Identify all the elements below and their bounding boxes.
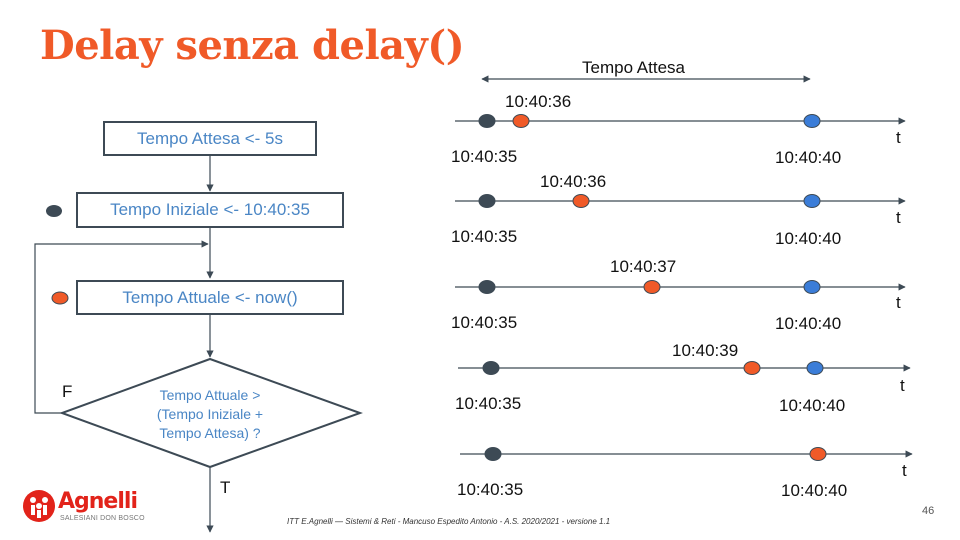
end-time-4: 10:40:40 bbox=[779, 396, 846, 415]
t-label-4: t bbox=[900, 376, 905, 395]
end-time-2: 10:40:40 bbox=[775, 229, 842, 248]
start-dot-3 bbox=[478, 280, 496, 294]
box-tempo-attesa: Tempo Attesa <- 5s bbox=[103, 121, 317, 156]
current-time-2: 10:40:36 bbox=[540, 172, 607, 191]
start-time-5: 10:40:35 bbox=[457, 480, 524, 499]
t-label-5: t bbox=[902, 461, 907, 480]
t-label-3: t bbox=[896, 293, 901, 312]
end-dot-2 bbox=[803, 194, 821, 208]
decision-label: Tempo Attuale > (Tempo Iniziale + Tempo … bbox=[110, 386, 310, 443]
start-time-1: 10:40:35 bbox=[451, 147, 518, 166]
start-dot-1 bbox=[478, 114, 496, 128]
slide-title: Delay senza delay() bbox=[40, 22, 465, 69]
end-dot-4 bbox=[806, 361, 824, 375]
current-dot-4 bbox=[743, 361, 761, 375]
decision-diamond bbox=[59, 357, 363, 469]
end-dot-3 bbox=[803, 280, 821, 294]
start-time-2: 10:40:35 bbox=[451, 227, 518, 246]
false-label: F bbox=[62, 382, 73, 401]
end-time-3: 10:40:40 bbox=[775, 314, 842, 333]
decision-line-3: Tempo Attesa) ? bbox=[159, 425, 261, 441]
start-time-4: 10:40:35 bbox=[455, 394, 522, 413]
wait-label: Tempo Attesa bbox=[582, 58, 686, 77]
start-dot-2 bbox=[478, 194, 496, 208]
page-number: 46 bbox=[922, 505, 935, 517]
end-dot-1 bbox=[803, 114, 821, 128]
current-time-3: 10:40:37 bbox=[610, 257, 677, 276]
true-label: T bbox=[220, 478, 231, 497]
legend-start-dot bbox=[46, 205, 62, 217]
loop-back-line bbox=[34, 240, 209, 414]
logo-name: Agnelli bbox=[58, 489, 138, 514]
current-dot-5 bbox=[809, 447, 827, 461]
t-label-1: t bbox=[896, 128, 901, 147]
timelines bbox=[455, 114, 913, 461]
current-dot-1 bbox=[512, 114, 530, 128]
box-tempo-attuale: Tempo Attuale <- now() bbox=[76, 280, 344, 315]
logo-subtitle: SALESIANI DON BOSCO bbox=[60, 515, 145, 522]
start-dot-4 bbox=[482, 361, 500, 375]
agnelli-logo-icon bbox=[23, 490, 55, 522]
current-time-1: 10:40:36 bbox=[505, 92, 572, 111]
decision-line-2: (Tempo Iniziale + bbox=[156, 406, 264, 422]
current-dot-2 bbox=[572, 194, 590, 208]
box-tempo-iniziale: Tempo Iniziale <- 10:40:35 bbox=[76, 192, 344, 228]
end-time-5: 10:40:40 bbox=[781, 481, 848, 500]
current-dot-3 bbox=[643, 280, 661, 294]
start-dot-5 bbox=[484, 447, 502, 461]
legend-current-dot bbox=[51, 291, 69, 305]
t-label-2: t bbox=[896, 208, 901, 227]
footer-text: ITT E.Agnelli — Sistemi & Reti - Mancuso… bbox=[287, 517, 611, 526]
decision-line-1: Tempo Attuale > bbox=[159, 387, 261, 403]
end-time-1: 10:40:40 bbox=[775, 148, 842, 167]
start-time-3: 10:40:35 bbox=[451, 313, 518, 332]
current-time-4: 10:40:39 bbox=[672, 341, 739, 360]
